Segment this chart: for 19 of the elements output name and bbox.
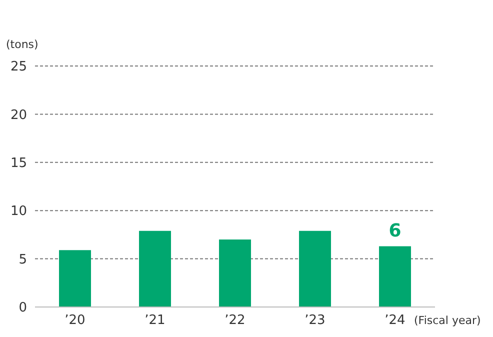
bar: [379, 246, 411, 307]
y-axis-title: (tons): [6, 38, 38, 51]
x-axis-title: (Fiscal year): [414, 314, 481, 327]
x-tick-label: ’23: [304, 313, 326, 328]
y-tick-label: 25: [10, 60, 27, 75]
y-tick-label: 15: [10, 156, 27, 172]
x-tick-label: ’21: [144, 313, 166, 328]
y-tick-label: 20: [10, 108, 27, 123]
y-tick-label: 10: [10, 204, 27, 220]
x-tick-label: ’20: [64, 313, 86, 328]
bar: [59, 250, 91, 307]
x-tick-label: ’24: [384, 313, 406, 328]
bar: [139, 230, 171, 307]
bar: [219, 240, 251, 307]
y-tick-label: 5: [18, 252, 27, 268]
bar: [299, 230, 331, 307]
x-tick-label: ’22: [224, 313, 246, 328]
data-label: 6: [388, 220, 402, 242]
y-tick-label: 0: [18, 300, 27, 316]
